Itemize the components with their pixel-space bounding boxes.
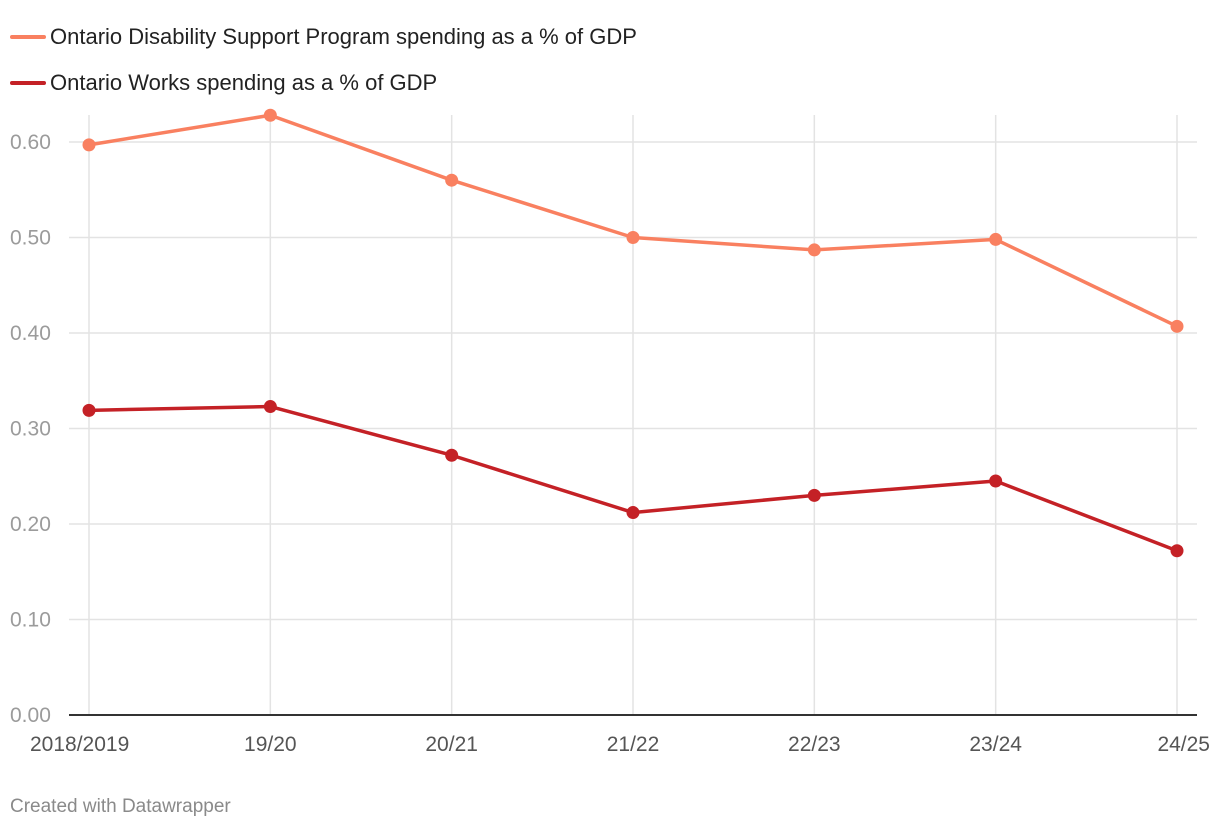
x-tick-label: 23/24: [969, 733, 1022, 756]
series-point-1: [807, 488, 821, 502]
series-point-1: [263, 400, 277, 414]
y-tick-label: 0.20: [10, 513, 51, 536]
footer-credit: Created with Datawrapper: [10, 796, 231, 817]
legend-label-ontario-works: Ontario Works spending as a % of GDP: [50, 70, 438, 95]
series-point-1: [82, 403, 96, 417]
series-point-0: [263, 108, 277, 122]
series-point-1: [1170, 544, 1184, 558]
series-point-0: [1170, 319, 1184, 333]
x-gridlines: [88, 115, 1178, 715]
x-tick-label: 24/25: [1157, 733, 1210, 756]
x-tick-label: 2018/2019: [30, 733, 129, 756]
legend: Ontario Disability Support Program spend…: [10, 14, 637, 106]
series-point-1: [445, 448, 459, 462]
y-tick-label: 0.30: [10, 418, 51, 441]
legend-item-ontario-works: Ontario Works spending as a % of GDP: [10, 60, 637, 106]
series-point-0: [989, 232, 1003, 246]
series-group: [82, 108, 1184, 558]
x-tick-label: 19/20: [244, 733, 297, 756]
series-point-1: [626, 506, 640, 520]
y-tick-labels: 0.00 0.10 0.20 0.30 0.40 0.50 0.60: [10, 131, 51, 727]
y-tick-label: 0.60: [10, 131, 51, 154]
legend-swatch-odsp: [10, 35, 46, 39]
series-point-0: [445, 173, 459, 187]
series-point-0: [82, 138, 96, 152]
x-tick-label: 21/22: [607, 733, 660, 756]
y-tick-label: 0.40: [10, 322, 51, 345]
series-point-0: [626, 231, 640, 244]
series-point-1: [989, 474, 1003, 488]
legend-swatch-ontario-works: [10, 81, 46, 85]
y-tick-label: 0.00: [10, 704, 51, 727]
y-tick-label: 0.10: [10, 609, 51, 632]
series-point-0: [807, 243, 821, 257]
legend-label-odsp: Ontario Disability Support Program spend…: [50, 24, 637, 49]
x-tick-labels: 2018/2019 19/20 20/21 21/22 22/23 23/24 24/25: [30, 733, 1210, 756]
y-tick-label: 0.50: [10, 227, 51, 250]
line-chart: 0.00 0.10 0.20 0.30 0.40 0.50 0.60 2018/2019 19…: [10, 108, 1210, 756]
x-tick-label: 20/21: [425, 733, 478, 756]
x-tick-label: 22/23: [788, 733, 841, 756]
legend-item-odsp: Ontario Disability Support Program spend…: [10, 14, 637, 60]
